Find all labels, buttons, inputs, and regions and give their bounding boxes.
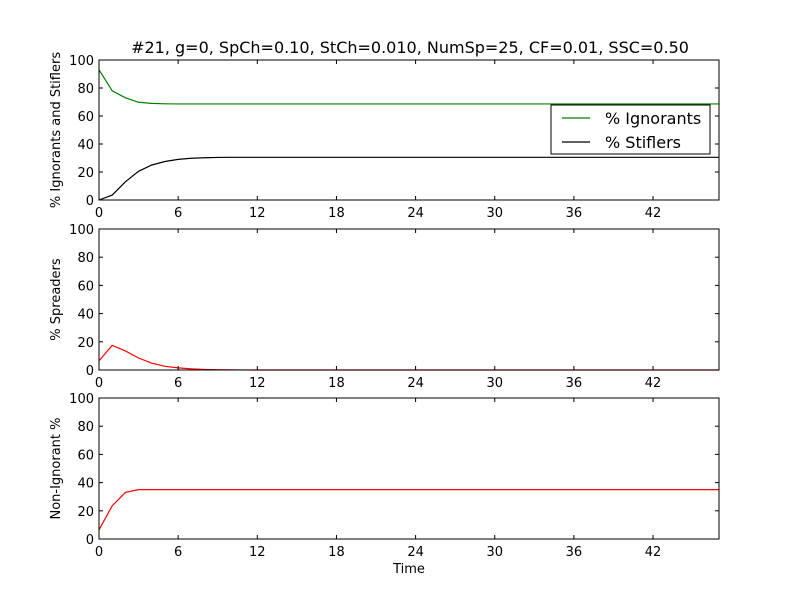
y-tick-label: 20 [77,336,94,351]
x-tick-label: 36 [566,545,583,560]
legend-label-ignorants: % Ignorants [605,109,701,128]
subplot-1: 0 6 12 18 24 30 36 42 0 20 40 60 80 100 % Ignorants an… [49,52,720,221]
y-tick-label: 80 [77,251,94,266]
legend: % Ignorants % Stiflers [550,104,711,155]
series-line-ignorants [98,69,719,105]
x-tick-label: 30 [486,376,503,391]
y-tick-label: 40 [77,308,94,323]
x-tick-label: 12 [249,545,266,560]
subplot-3: 0 6 12 18 24 30 36 42 0 20 40 60 80 100 Non-Ignorant %… [49,392,720,577]
y-tick-label: 60 [77,110,94,125]
chart-title: #21, g=0, SpCh=0.10, StCh=0.010, NumSp=2… [131,38,689,57]
x-tick-label: 42 [645,545,662,560]
y-tick-label: 100 [69,392,94,407]
y-tick-label: 80 [77,82,94,97]
y-tick-label: 0 [86,533,94,548]
y-tick-label: 0 [86,364,94,379]
legend-box [550,104,711,155]
x-tick-label: 36 [566,376,583,391]
y-tick-label: 60 [77,448,94,463]
x-tick-label: 12 [249,206,266,221]
y-tick-label: 0 [86,194,94,209]
axes-frame [98,59,720,201]
x-tick-label: 24 [407,545,424,560]
y-tick-label: 40 [77,477,94,492]
x-tick-label: 0 [95,545,103,560]
x-tick-label: 42 [645,376,662,391]
x-tick-label: 6 [174,545,182,560]
series-line-3-1 [98,489,719,531]
axes-frame [98,397,720,540]
x-tick-label: 18 [328,376,345,391]
x-tick-label: 24 [407,376,424,391]
y-tick-label: 100 [69,54,94,69]
x-tick-label: 0 [95,376,103,391]
y-tick-label: 80 [77,420,94,435]
y-axis-label: Non-Ignorant % [49,417,64,519]
y-axis-label: % Spreaders [49,258,64,341]
y-tick-label: 100 [69,223,94,238]
legend-label-stiflers: % Stiflers [605,133,681,152]
x-tick-label: 6 [174,376,182,391]
x-tick-label: 12 [249,376,266,391]
x-tick-label: 24 [407,206,424,221]
x-tick-label: 18 [328,206,345,221]
subplot-2: 0 6 12 18 24 30 36 42 0 20 40 60 80 100 % Spreaders [49,223,720,391]
x-tick-label: 36 [566,206,583,221]
x-axis-label: Time [392,562,425,577]
x-tick-label: 30 [486,545,503,560]
x-tick-label: 18 [328,545,345,560]
axes-frame [98,228,720,371]
x-tick-label: 42 [645,206,662,221]
x-tick-label: 30 [486,206,503,221]
series-line-stiflers [98,156,719,201]
y-tick-label: 20 [77,166,94,181]
y-tick-label: 40 [77,138,94,153]
y-tick-label: 20 [77,505,94,520]
y-axis-label: % Ignorants and Stiflers [49,52,64,208]
x-tick-label: 6 [174,206,182,221]
y-tick-label: 60 [77,279,94,294]
x-tick-label: 0 [95,206,103,221]
